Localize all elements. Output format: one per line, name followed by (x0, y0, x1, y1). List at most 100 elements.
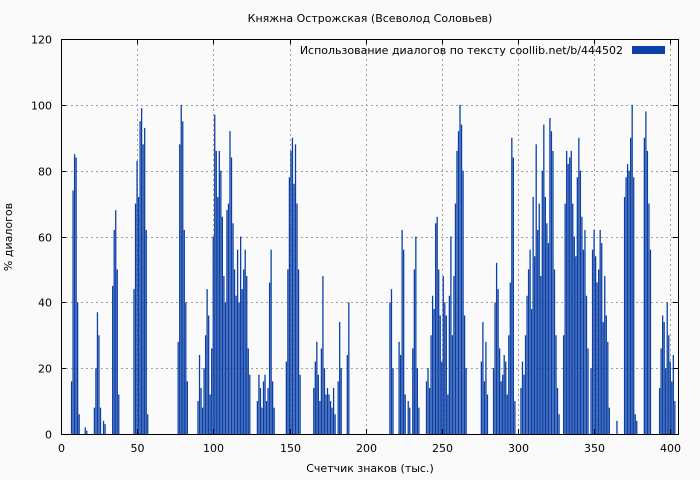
bar (594, 256, 597, 434)
bar (668, 335, 670, 434)
bar (294, 144, 297, 434)
bar (547, 243, 550, 434)
bar (247, 348, 249, 434)
bar (495, 262, 498, 434)
bar (243, 269, 245, 434)
bar (604, 276, 606, 434)
bar (78, 414, 80, 434)
bar (584, 229, 586, 434)
bar (576, 177, 578, 434)
bar (628, 170, 630, 435)
bar (530, 308, 533, 434)
bar (136, 160, 138, 435)
bar (503, 355, 505, 434)
bar (590, 368, 592, 434)
bar (268, 282, 271, 434)
bar (398, 341, 400, 434)
bar (418, 407, 420, 434)
bar (540, 276, 542, 434)
y-axis-label: % диалогов (2, 203, 15, 271)
x-axis-label: Счетчик знаков (тыс.) (306, 462, 434, 475)
bar (401, 229, 403, 434)
bar (582, 249, 585, 434)
bar (224, 302, 227, 434)
bar (448, 295, 451, 434)
bar (285, 361, 287, 434)
legend: Использование диалогов по тексту coollib… (300, 44, 665, 57)
bar (209, 394, 211, 434)
y-tick-label: 40 (38, 297, 52, 310)
x-tick-label: 50 (131, 442, 145, 455)
legend-swatch (632, 46, 665, 54)
bar (508, 335, 510, 434)
bar (605, 315, 607, 434)
bar (220, 170, 222, 435)
bar (570, 150, 572, 435)
y-tick-label: 100 (31, 100, 52, 113)
bar (348, 302, 350, 434)
bar (636, 420, 638, 434)
bar (346, 355, 348, 434)
bar (658, 387, 661, 434)
bar (498, 348, 501, 434)
bar (86, 430, 88, 434)
bar (483, 381, 486, 434)
bar (552, 150, 554, 435)
bar (666, 302, 668, 434)
bar (249, 374, 251, 434)
bar (84, 427, 86, 434)
bar (319, 401, 321, 434)
bar (217, 197, 219, 434)
bar (425, 381, 428, 434)
bar (602, 322, 604, 434)
bar (325, 394, 327, 434)
bar (288, 177, 291, 434)
bar (320, 348, 323, 434)
legend-label: Использование диалогов по тексту coollib… (300, 44, 623, 57)
bar (118, 394, 120, 434)
bar (465, 368, 467, 434)
bar (212, 236, 214, 434)
bar (558, 414, 560, 434)
x-tick-label: 200 (356, 442, 377, 455)
bar (566, 150, 568, 435)
bar (643, 137, 646, 434)
bar (631, 104, 633, 434)
bar (93, 407, 96, 434)
bar (457, 131, 460, 435)
bar (204, 335, 207, 434)
bar (633, 177, 635, 434)
bar (669, 361, 671, 434)
bar (494, 302, 496, 434)
bar (441, 361, 443, 434)
bar (646, 150, 649, 435)
bar (532, 197, 534, 434)
bar (535, 144, 537, 434)
bar (451, 335, 454, 434)
bar (232, 223, 234, 434)
bar (567, 164, 569, 434)
bar (514, 401, 516, 434)
bar (99, 407, 102, 434)
bar (436, 216, 438, 434)
bar (412, 348, 414, 434)
bar (578, 137, 580, 434)
bar (297, 269, 300, 434)
bar (133, 289, 135, 434)
bar (290, 150, 292, 435)
bar (226, 210, 228, 434)
bar (182, 121, 184, 434)
bar (262, 381, 265, 434)
bar (407, 401, 409, 434)
bar (435, 223, 437, 434)
bar (497, 289, 499, 434)
bar (331, 407, 333, 434)
bar (337, 381, 339, 434)
bar (506, 394, 508, 434)
bar (442, 276, 444, 434)
bar (203, 368, 205, 434)
bar (142, 144, 144, 434)
bar (623, 197, 626, 434)
bar (456, 150, 458, 435)
